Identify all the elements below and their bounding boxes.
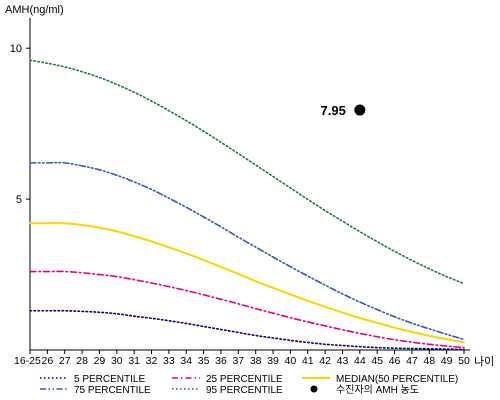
x-tick-label: 47 xyxy=(406,355,418,367)
x-tick-label: 48 xyxy=(423,355,435,367)
x-tick-label: 50 xyxy=(458,355,470,367)
x-tick-label: 26 xyxy=(42,355,54,367)
x-tick-label: 37 xyxy=(232,355,244,367)
x-tick-label: 27 xyxy=(59,355,71,367)
patient-amh-value-label: 7.95 xyxy=(321,103,346,118)
x-tick-label: 38 xyxy=(250,355,262,367)
legend-label-25-percentile: 25 PERCENTILE xyxy=(206,374,283,385)
x-tick-label: 43 xyxy=(337,355,349,367)
x-tick-label: 41 xyxy=(302,355,314,367)
series-line-25-percentile xyxy=(29,270,465,349)
series-lines xyxy=(29,59,465,351)
x-tick-label: 36 xyxy=(215,355,227,367)
legend-label-patient-point: 수진자의 AMH 농도 xyxy=(336,384,419,396)
x-tick-label: 35 xyxy=(198,355,210,367)
y-axis-label: AMH(ng/ml) xyxy=(5,4,64,16)
legend-label-median-50-percentile: MEDIAN(50 PERCENTILE) xyxy=(336,374,458,385)
legend-marker-patient-point xyxy=(310,385,318,393)
x-tick-label: 28 xyxy=(76,355,88,367)
x-tick-label: 29 xyxy=(94,355,106,367)
series-line-75-percentile xyxy=(29,161,465,341)
patient-amh-point xyxy=(354,104,366,116)
x-tick-label: 33 xyxy=(163,355,175,367)
x-axis-label: 나이 xyxy=(474,355,494,368)
x-tick-label: 30 xyxy=(111,355,123,367)
series-line-median-50-percentile xyxy=(29,222,465,344)
y-axis: AMH(ng/ml) xyxy=(5,4,64,350)
x-tick-label: 34 xyxy=(180,355,192,367)
series-line-5-percentile xyxy=(29,309,465,351)
x-tick-label: 31 xyxy=(128,355,140,367)
x-tick-label: 40 xyxy=(285,355,297,367)
x-tick-label: 45 xyxy=(371,355,383,367)
legend-label-95-percentile: 95 PERCENTILE xyxy=(206,385,283,396)
legend: 5 PERCENTILE 25 PERCENTILE MEDIAN(50 PERCE… xyxy=(40,374,458,396)
x-tick-label: 39 xyxy=(267,355,279,367)
x-tick-label: 49 xyxy=(441,355,453,367)
x-ticks: 16-25 26 27 28 29 30 31 32 33 34 35 36 37 38 39 40 41 42 4… xyxy=(14,350,470,367)
x-tick-label: 16-25 xyxy=(14,355,41,367)
patient-points: 7.95 xyxy=(321,103,366,118)
legend-label-5-percentile: 5 PERCENTILE xyxy=(74,374,145,385)
y-tick-label: 10 xyxy=(10,43,22,55)
y-ticks: 5 10 xyxy=(10,43,30,206)
x-axis: 나이 xyxy=(30,349,494,368)
x-tick-label: 46 xyxy=(389,355,401,367)
x-tick-label: 42 xyxy=(319,355,331,367)
series-line-95-percentile xyxy=(29,59,465,285)
y-tick-label: 5 xyxy=(16,194,22,206)
x-tick-label: 44 xyxy=(354,355,366,367)
legend-label-75-percentile: 75 PERCENTILE xyxy=(74,385,151,396)
x-tick-label: 32 xyxy=(146,355,158,367)
